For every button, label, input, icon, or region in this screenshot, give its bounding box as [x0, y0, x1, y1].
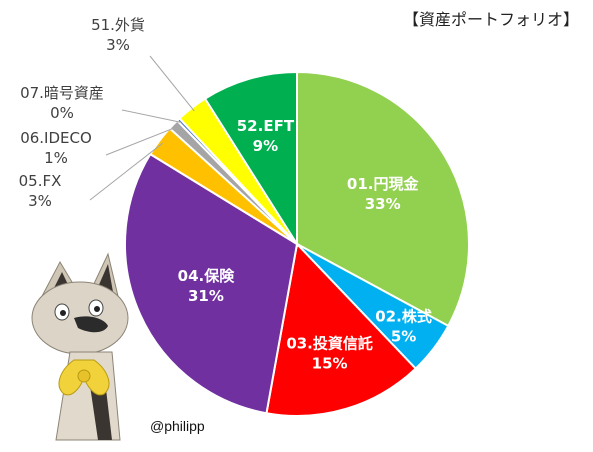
slice-label: 07.暗号資産 0%: [20, 84, 104, 122]
slice-label: 01.円現金 33%: [347, 175, 420, 213]
pie-slice: [124, 152, 299, 415]
slice-label-name: 03.投資信託: [286, 335, 373, 353]
slice-label-percent: 33%: [365, 195, 401, 213]
slice-label-name: 52.EFT: [237, 117, 295, 135]
leader-line: [149, 55, 195, 112]
chart-title: 【資産ポートフォリオ】: [402, 10, 579, 29]
slice-label-name: 51.外貨: [91, 16, 145, 34]
cat-figurine-illustration: [31, 252, 129, 441]
slice-label-percent: 3%: [106, 36, 130, 54]
slice-label: 06.IDECO 1%: [20, 129, 92, 167]
slice-label-name: 04.保険: [178, 267, 236, 285]
slice-label: 52.EFT 9%: [237, 117, 295, 155]
slice-label-name: 01.円現金: [347, 175, 420, 193]
leader-line: [121, 109, 182, 123]
slice-label-percent: 5%: [391, 328, 416, 346]
slice-label-percent: 9%: [253, 137, 278, 155]
pie-slice: [265, 241, 418, 417]
leader-line: [89, 142, 163, 201]
slice-label: 02.株式 5%: [375, 308, 432, 346]
slice-label: 04.保険 31%: [178, 267, 236, 305]
leader-lines: [89, 55, 195, 201]
pie-slice: [296, 70, 470, 328]
slice-label-name: 05.FX: [19, 172, 62, 190]
credit-text: @philipp: [150, 418, 205, 434]
pie-slices: [124, 70, 470, 417]
slice-label-percent: 15%: [312, 355, 348, 373]
slice-label: 51.外貨 3%: [91, 16, 145, 54]
slice-labels: 01.円現金 33% 02.株式 5% 03.投資信託 15% 04.保険 31% 05.FX 3…: [19, 16, 432, 373]
slice-label-name: 02.株式: [375, 308, 432, 326]
slice-label-percent: 1%: [44, 149, 68, 167]
slice-label: 05.FX 3%: [19, 172, 62, 210]
pie-slice: [203, 70, 298, 248]
slice-label-name: 07.暗号資産: [20, 84, 104, 102]
slice-label-percent: 0%: [50, 104, 74, 122]
slice-label: 03.投資信託 15%: [286, 335, 373, 373]
slice-label-name: 06.IDECO: [20, 129, 92, 147]
slice-label-percent: 31%: [188, 287, 224, 305]
leader-line: [105, 126, 177, 156]
slice-label-percent: 3%: [28, 192, 52, 210]
